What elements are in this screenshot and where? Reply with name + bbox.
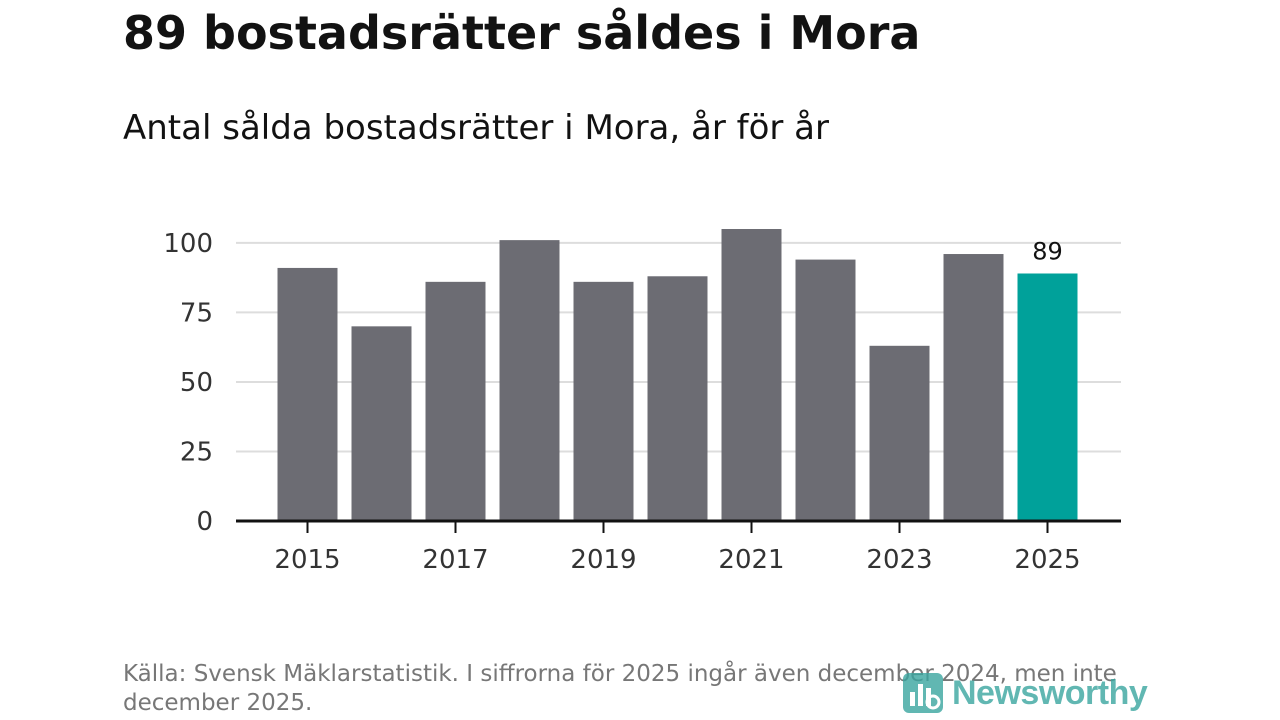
- y-tick-label-50: 50: [180, 368, 213, 398]
- newsworthy-brand: Newsworthy: [902, 670, 1148, 716]
- x-tick-label-2023: 2023: [866, 545, 932, 575]
- bar-2017: [425, 281, 486, 521]
- brand-name: Newsworthy: [952, 673, 1148, 712]
- labels: 0 25 50 75 100 89 2015 2017 2019 2021 2023 2025: [163, 229, 1080, 575]
- bar-2025: [1017, 273, 1078, 521]
- data-label-2025: 89: [1032, 237, 1063, 265]
- bar-2021: [721, 229, 782, 521]
- chart-subtitle: Antal sålda bostadsrätter i Mora, år för…: [123, 108, 829, 148]
- bars: [277, 229, 1078, 521]
- y-tick-label-25: 25: [180, 437, 213, 467]
- chart-title: 89 bostadsrätter såldes i Mora: [123, 6, 921, 60]
- bar-2022: [795, 259, 856, 521]
- y-tick-label-0: 0: [196, 507, 213, 537]
- source-note: Källa: Svensk Mäklarstatistik. I siffror…: [123, 661, 1117, 716]
- bar-2024: [943, 254, 1004, 521]
- x-tick-label-2025: 2025: [1014, 545, 1080, 575]
- bar-chart: 0 25 50 75 100 89 2015 2017 2019 2021 2023 2025: [163, 229, 1121, 575]
- bar-2023: [869, 345, 930, 521]
- bar-2015: [277, 267, 338, 521]
- x-tick-label-2019: 2019: [570, 545, 636, 575]
- bar-2016: [351, 326, 412, 521]
- newsworthy-logo-icon: [903, 673, 943, 713]
- x-tick-label-2015: 2015: [274, 545, 340, 575]
- x-tick-label-2017: 2017: [422, 545, 488, 575]
- y-tick-label-100: 100: [163, 229, 213, 259]
- bar-2019: [573, 281, 634, 521]
- x-tick-label-2021: 2021: [718, 545, 784, 575]
- bar-2020: [647, 276, 708, 521]
- y-tick-label-75: 75: [180, 298, 213, 328]
- bar-2018: [499, 240, 560, 521]
- axes: [236, 519, 1121, 533]
